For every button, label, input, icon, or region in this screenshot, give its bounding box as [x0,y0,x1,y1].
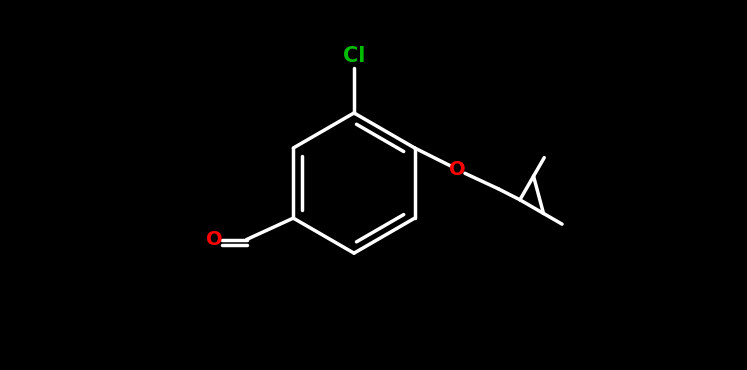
Text: O: O [449,160,466,179]
Text: Cl: Cl [343,47,365,67]
Text: O: O [205,230,222,249]
